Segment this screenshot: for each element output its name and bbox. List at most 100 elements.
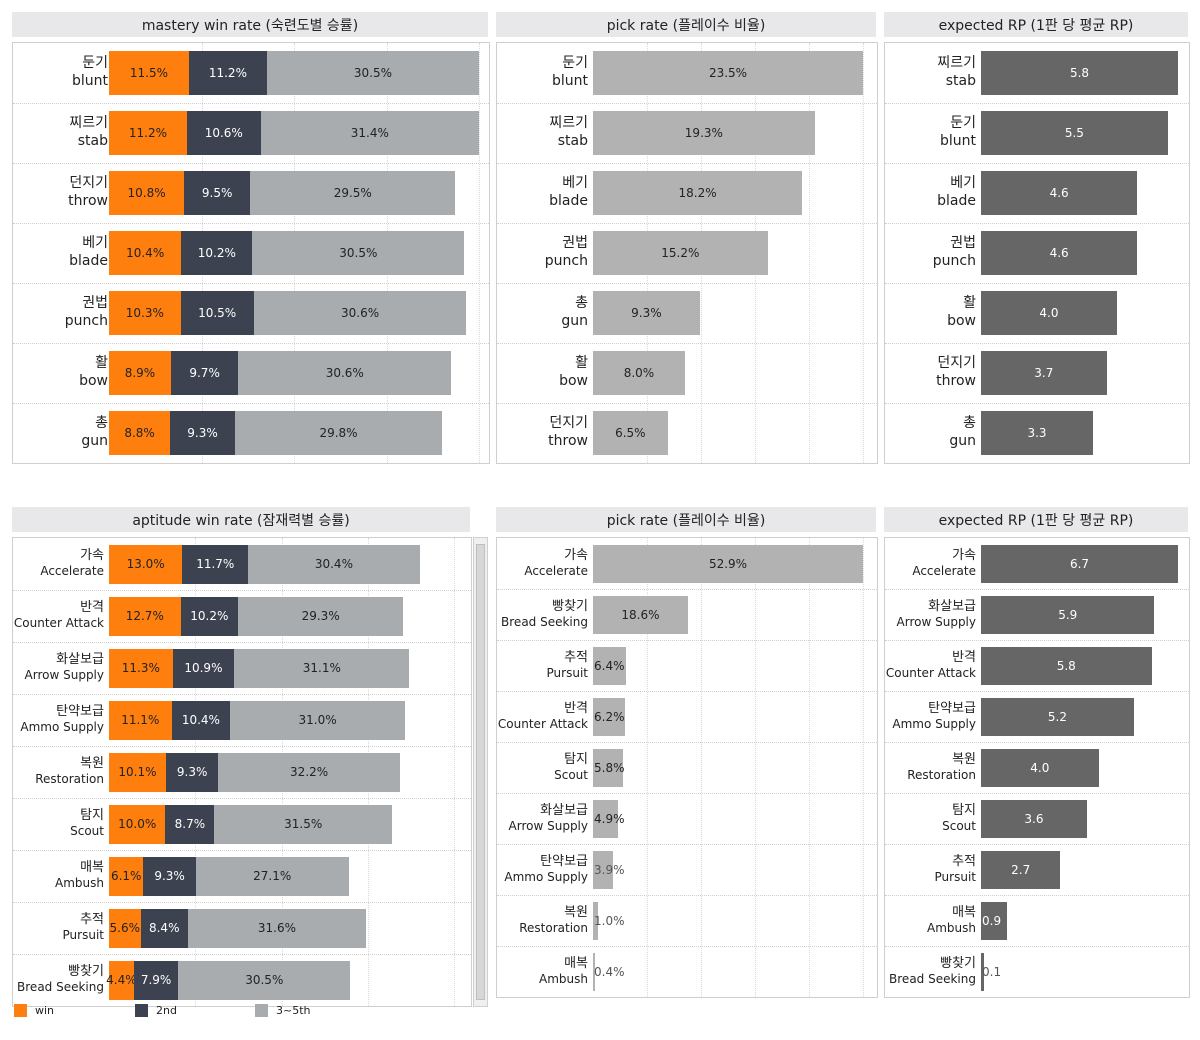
bar-value-label: 6.7 [1069, 556, 1090, 571]
row-divider [13, 103, 489, 104]
category-label-ko: 가속 [564, 547, 588, 563]
bar-value-label: 4.6 [1049, 246, 1069, 260]
bar-segment-2nd: 9.5% [184, 171, 251, 215]
category-label-ko: 탐지 [952, 802, 976, 818]
category-label-en: Accelerate [912, 563, 976, 578]
category-label-en: Ambush [927, 920, 976, 935]
category-label-en: throw [936, 372, 976, 389]
category-label-en: Ambush [55, 876, 104, 891]
category-label-en: blunt [551, 72, 588, 89]
bar-value-label: 18.6% [621, 607, 660, 622]
row-divider [497, 895, 877, 896]
category-label-en: Pursuit [934, 869, 976, 884]
bar-segment-3-5th: 27.1% [195, 856, 349, 896]
pick-bar [593, 952, 596, 991]
scrollbar[interactable] [473, 537, 488, 1007]
category-label-ko: 복원 [564, 904, 588, 920]
category-label: 던지기 throw [885, 355, 976, 390]
bar-segment-win: 11.2% [109, 111, 187, 155]
chart-title: mastery win rate (숙련도별 승률) [12, 12, 488, 37]
bar-segment-2nd: 7.9% [133, 960, 179, 1000]
bar-value-label: 3.7 [1034, 366, 1054, 380]
bar-segment-win: 10.3% [109, 291, 181, 335]
row-divider [885, 946, 1189, 947]
bar-segment-2nd: 10.2% [181, 231, 253, 275]
row-divider [497, 403, 877, 404]
row-divider [885, 742, 1189, 743]
category-label: 베기 blade [497, 175, 588, 210]
rp-bar [981, 291, 1117, 335]
category-label-en: Scout [942, 818, 976, 833]
rp-bar [981, 51, 1178, 95]
chart-body: 가속 Accelerate 52.9% 빵찾기 Bread Seeking 18.6% 추적… [496, 537, 878, 998]
bar-value-label: 4.6 [1049, 186, 1069, 200]
category-label-ko: 빵찾기 [68, 964, 104, 979]
category-label-ko: 던지기 [549, 415, 588, 432]
bar-segment-3-5th: 31.4% [260, 111, 479, 155]
category-label-en: punch [64, 312, 108, 329]
category-label: 찌르기 stab [885, 55, 976, 90]
bar-segment-2nd: 10.5% [180, 291, 254, 335]
legend-swatch-2nd [135, 1004, 148, 1017]
category-label: 반격 Counter Attack [885, 650, 976, 681]
pick-bar [593, 231, 768, 275]
bar-value-label: 52.9% [708, 556, 748, 571]
category-label-ko: 매복 [952, 904, 976, 920]
pick-bar [593, 850, 613, 889]
category-label-en: stab [77, 132, 108, 149]
row-divider [497, 103, 877, 104]
category-label-ko: 던지기 [69, 175, 108, 192]
category-label: 총 gun [885, 415, 976, 450]
category-label-ko: 화살보급 [56, 652, 104, 667]
bar-value-label: 5.8% [594, 760, 625, 775]
row-divider [13, 283, 489, 284]
rp-bar [981, 748, 1099, 787]
row-divider [885, 283, 1189, 284]
category-label: 둔기 blunt [13, 55, 108, 90]
scrollbar-thumb[interactable] [476, 544, 485, 1000]
bar-segment-win: 12.7% [109, 596, 181, 636]
chart-body: 가속 Accelerate 6.7 화살보급 Arrow Supply 5.9 반격 Coun… [884, 537, 1190, 998]
category-label-en: Ambush [539, 971, 588, 986]
category-label: 활 bow [13, 355, 108, 390]
category-label-en: blade [69, 252, 108, 269]
gridline [701, 538, 702, 997]
gridline [863, 43, 864, 463]
category-label-ko: 반격 [952, 649, 976, 665]
row-divider [497, 793, 877, 794]
bar-value-label: 19.3% [684, 126, 723, 140]
bar-value-label: 0.4% [594, 964, 625, 979]
category-label-en: Bread Seeking [501, 614, 588, 629]
chart-title: pick rate (플레이수 비율) [496, 12, 876, 37]
row-divider [497, 589, 877, 590]
category-label-ko: 매복 [564, 955, 588, 971]
row-divider [13, 590, 471, 591]
pick-bar [593, 171, 803, 215]
gridline [479, 43, 480, 463]
category-label-en: Counter Attack [497, 716, 588, 731]
category-label: 찌르기 stab [497, 115, 588, 150]
category-label-ko: 활 [963, 295, 976, 312]
bar-segment-3-5th: 30.5% [178, 960, 351, 1000]
row-divider [885, 589, 1189, 590]
category-label-ko: 베기 [82, 235, 108, 252]
category-label: 매복 Ambush [497, 956, 588, 987]
bar-segment-2nd: 9.7% [170, 351, 239, 395]
category-label-ko: 베기 [950, 175, 976, 192]
category-label-ko: 탐지 [80, 808, 104, 823]
row-divider [885, 793, 1189, 794]
bar-segment-win: 6.1% [109, 856, 144, 896]
row-divider [497, 163, 877, 164]
bar-segment-win: 13.0% [109, 544, 183, 584]
category-label-en: Ammo Supply [892, 716, 976, 731]
category-label: 베기 blade [13, 235, 108, 270]
category-label-ko: 빵찾기 [940, 955, 976, 971]
category-label: 화살보급 Arrow Supply [13, 652, 104, 683]
bar-value-label: 3.6 [1024, 811, 1044, 826]
row-divider [497, 223, 877, 224]
rp-bar [981, 351, 1107, 395]
pick-bar [593, 544, 863, 583]
bar-value-label: 5.9 [1058, 607, 1078, 622]
row-divider [13, 902, 471, 903]
category-label-en: Restoration [519, 920, 588, 935]
